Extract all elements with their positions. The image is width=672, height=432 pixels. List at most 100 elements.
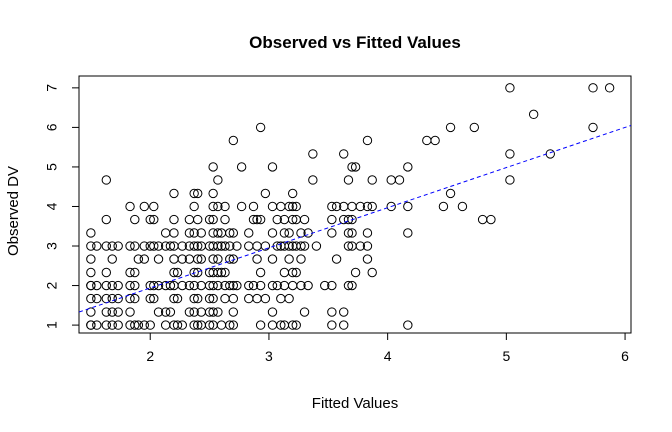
data-point <box>213 267 223 278</box>
data-point <box>255 280 266 291</box>
data-point <box>252 293 262 304</box>
data-point <box>113 241 123 251</box>
data-point <box>125 280 135 291</box>
data-point <box>145 214 155 225</box>
data-point <box>139 320 149 330</box>
data-point <box>343 280 354 291</box>
data-point <box>189 320 199 330</box>
data-point <box>213 254 223 264</box>
data-point <box>130 320 140 330</box>
data-point <box>347 201 357 212</box>
data-point <box>177 320 187 330</box>
y-axis: 1 2 3 4 5 6 7 <box>44 84 80 329</box>
data-point <box>331 254 342 264</box>
data-point <box>149 241 159 251</box>
data-point <box>236 201 247 212</box>
data-point <box>287 267 298 278</box>
data-point <box>299 241 310 251</box>
y-tick-label: 5 <box>44 163 60 171</box>
data-point <box>279 228 290 238</box>
data-point <box>216 320 227 330</box>
data-point <box>139 241 149 251</box>
data-point <box>430 135 440 146</box>
data-point <box>276 293 286 304</box>
data-point <box>486 214 496 225</box>
data-point <box>189 280 199 291</box>
data-point <box>213 175 223 185</box>
data-point <box>220 201 230 212</box>
data-point <box>272 280 282 291</box>
plot-frame <box>78 75 632 334</box>
data-point <box>291 320 301 330</box>
data-point <box>347 162 357 172</box>
data-point <box>367 175 377 185</box>
data-point <box>244 241 254 251</box>
data-point <box>92 280 102 291</box>
data-point <box>153 241 164 251</box>
data-point <box>130 241 140 251</box>
data-point <box>260 241 271 251</box>
data-point <box>422 135 432 146</box>
data-point <box>362 254 373 264</box>
data-point <box>139 201 149 212</box>
data-point <box>213 228 223 238</box>
y-tick-label: 4 <box>44 202 60 210</box>
data-point <box>208 228 218 238</box>
data-point <box>347 280 357 291</box>
y-tick-label: 3 <box>44 242 60 250</box>
data-point <box>362 135 373 146</box>
data-point <box>189 307 199 317</box>
data-point <box>228 280 239 291</box>
data-point <box>216 267 227 278</box>
data-point <box>225 320 235 330</box>
data-point <box>169 267 179 278</box>
data-point <box>208 254 218 264</box>
data-point <box>165 280 176 291</box>
data-point <box>327 280 337 291</box>
data-point <box>225 254 235 264</box>
data-point <box>189 228 199 238</box>
data-point <box>267 228 278 238</box>
data-point <box>113 293 123 304</box>
data-point <box>284 241 294 251</box>
data-point <box>327 228 337 238</box>
data-point <box>267 280 278 291</box>
data-point <box>260 293 271 304</box>
data-point <box>308 175 318 185</box>
data-point <box>403 320 413 330</box>
data-point <box>189 188 199 199</box>
data-point <box>445 188 456 199</box>
data-point <box>276 320 286 330</box>
x-axis: 2 3 4 5 6 <box>146 332 629 364</box>
data-point <box>169 188 179 199</box>
data-point <box>130 280 140 291</box>
data-point <box>604 83 615 93</box>
data-point <box>327 307 337 317</box>
data-point <box>101 307 112 317</box>
data-point <box>193 254 203 264</box>
data-point <box>125 293 135 304</box>
data-point <box>355 241 366 251</box>
data-point <box>339 320 349 330</box>
data-point <box>213 280 223 291</box>
data-point <box>284 254 294 264</box>
data-point <box>362 201 373 212</box>
data-point <box>149 280 159 291</box>
data-point <box>133 254 144 264</box>
y-tick-label: 1 <box>44 321 60 329</box>
data-point <box>193 267 203 278</box>
data-point <box>149 214 159 225</box>
data-point <box>220 214 230 225</box>
data-point <box>272 214 282 225</box>
data-point <box>184 280 195 291</box>
y-tick-label: 2 <box>44 281 60 289</box>
data-point <box>130 293 140 304</box>
data-point <box>588 83 598 93</box>
data-point <box>86 280 96 291</box>
data-point <box>394 175 405 185</box>
data-point <box>228 307 239 317</box>
data-point <box>208 214 218 225</box>
data-point <box>255 267 266 278</box>
data-point <box>386 175 396 185</box>
